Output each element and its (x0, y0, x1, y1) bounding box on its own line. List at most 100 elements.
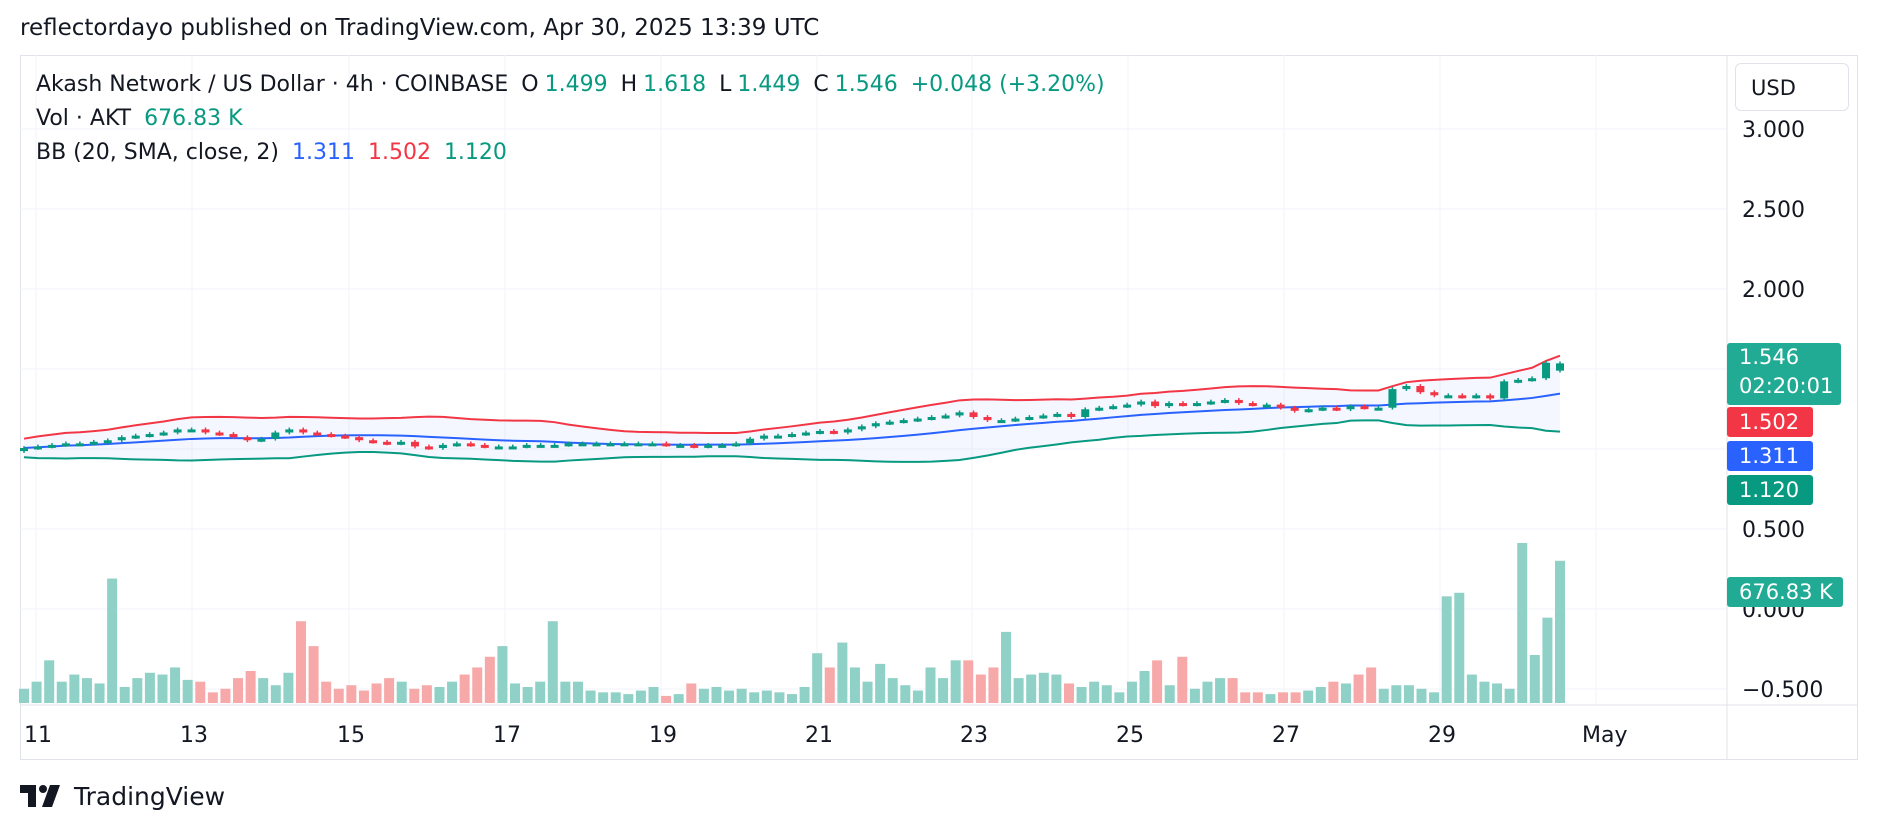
volume-bar (925, 667, 936, 703)
candle-body (885, 421, 894, 425)
candle-body (1053, 413, 1062, 417)
bb-basis-tag: 1.311 (1727, 441, 1813, 471)
volume-bar (1492, 683, 1503, 703)
candle-body (620, 443, 629, 447)
candle-body (662, 443, 671, 447)
candle-body (1556, 363, 1564, 371)
volume-bar (1555, 560, 1565, 703)
x-tick-label: 11 (24, 723, 52, 748)
x-tick-label: 15 (337, 723, 365, 748)
candle-body (676, 444, 685, 448)
volume-bar (950, 660, 961, 703)
x-tick-label: 27 (1272, 723, 1300, 748)
volume-bar (1340, 683, 1351, 703)
symbol-legend: Akash Network / US Dollar · 4h · COINBAS… (36, 72, 1111, 97)
volume-bar (1366, 667, 1377, 703)
chart-frame (20, 55, 1858, 760)
volume-bar (1303, 690, 1314, 703)
volume-bar (963, 660, 974, 703)
volume-bar (220, 688, 231, 703)
bb-lower-value: 1.120 (443, 140, 507, 165)
volume-bar (1038, 672, 1049, 703)
x-tick-label: 17 (493, 723, 521, 748)
volume-bar (81, 678, 92, 703)
volume-bar (1063, 683, 1074, 703)
volume-bar (396, 681, 407, 703)
candle-body (271, 432, 280, 439)
volume-bar (119, 687, 130, 703)
candle-body (634, 443, 643, 447)
candle-body (760, 435, 769, 439)
candle-body (299, 429, 308, 433)
candle-body (927, 417, 936, 420)
candle-body (801, 432, 810, 436)
candle-body (508, 446, 517, 450)
candle-body (1402, 386, 1411, 390)
volume-bar (698, 688, 709, 703)
candle-body (1248, 403, 1257, 407)
candle-body (327, 434, 336, 438)
low-label: L 1.449 (719, 72, 801, 97)
volume-bar (384, 678, 395, 703)
candle-body (480, 444, 489, 448)
candle-body (1430, 392, 1439, 396)
volume-bar (170, 667, 181, 703)
volume-bar (207, 692, 218, 703)
candle-body (955, 412, 964, 416)
candle-body (215, 432, 224, 436)
candle-body (103, 440, 112, 444)
volume-bar (459, 674, 470, 703)
volume-bar (1290, 692, 1301, 703)
candle-body (1067, 413, 1076, 417)
candle-body (201, 429, 210, 433)
volume-bar (1315, 687, 1326, 703)
candle-body (1528, 378, 1537, 382)
volume-bar (1378, 688, 1389, 703)
volume-bar (1429, 692, 1440, 703)
x-tick-label: 29 (1428, 723, 1456, 748)
candle-body (1123, 404, 1132, 408)
volume-bar (1076, 687, 1087, 703)
candle-body (1095, 407, 1104, 411)
volume-bar (31, 681, 42, 703)
candle-body (536, 444, 545, 448)
bb-label: BB (20, SMA, close, 2) (36, 140, 279, 165)
volume-bar (547, 621, 558, 703)
volume-bar (69, 674, 80, 703)
volume-bar (623, 694, 634, 703)
symbol-title: Akash Network / US Dollar · 4h · COINBAS… (36, 72, 509, 97)
volume-bar (346, 685, 357, 703)
tradingview-logo-icon (20, 785, 60, 807)
candle-body (871, 423, 880, 427)
candle-body (704, 444, 713, 448)
candle-body (257, 438, 266, 442)
volume-bar (321, 681, 332, 703)
tradingview-brand: TradingView (74, 781, 226, 811)
candle-body (229, 434, 238, 438)
volume-bar (1517, 543, 1528, 703)
candle-body (47, 444, 56, 448)
candle-body (732, 443, 741, 447)
candle-body (564, 443, 573, 447)
candle-body (1206, 401, 1215, 405)
volume-bar (421, 685, 432, 703)
volume-bar (1164, 685, 1175, 703)
low-value: 1.449 (737, 72, 801, 97)
bb-upper-tag: 1.502 (1727, 407, 1813, 437)
volume-bar (686, 683, 697, 703)
candle-body (746, 438, 755, 444)
volume-bar (1026, 674, 1037, 703)
volume-bar (1252, 692, 1263, 703)
volume-bar (887, 678, 898, 703)
volume-bar (308, 646, 319, 703)
candle-body (1444, 395, 1453, 399)
currency-button[interactable]: USD (1735, 63, 1849, 111)
candle-body (1262, 404, 1271, 408)
volume-bar (1542, 617, 1553, 703)
volume-bar (799, 687, 810, 703)
candle-body (913, 418, 922, 422)
tradingview-logo[interactable]: TradingView (20, 780, 225, 812)
candle-body (843, 429, 852, 433)
candle-body (969, 412, 978, 417)
